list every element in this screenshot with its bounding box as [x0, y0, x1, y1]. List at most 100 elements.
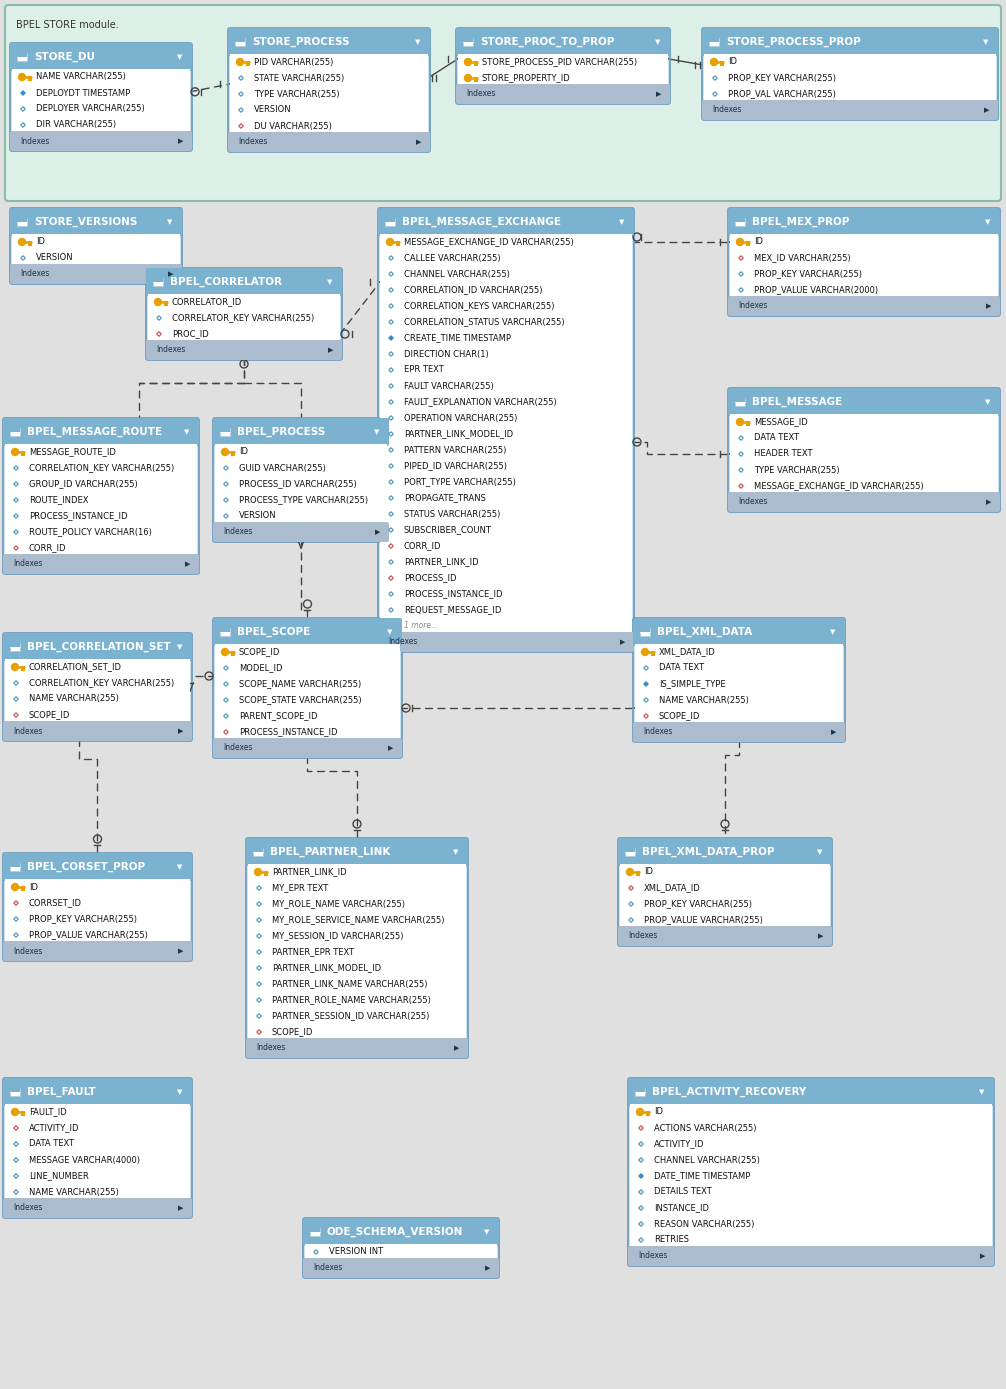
Text: CORRELATION_KEY VARCHAR(255): CORRELATION_KEY VARCHAR(255) — [29, 464, 174, 472]
Text: MEX_ID VARCHAR(255): MEX_ID VARCHAR(255) — [754, 254, 851, 263]
Text: Indexes: Indexes — [223, 743, 253, 753]
Bar — [215, 632, 400, 644]
FancyBboxPatch shape — [10, 43, 192, 151]
Text: 1 more...: 1 more... — [404, 621, 439, 631]
Text: DEPLOYDT TIMESTAMP: DEPLOYDT TIMESTAMP — [36, 89, 130, 97]
Text: FAULT_ID: FAULT_ID — [29, 1107, 66, 1117]
Bar — [620, 864, 830, 928]
FancyBboxPatch shape — [633, 722, 845, 742]
Bar — [215, 524, 387, 532]
FancyBboxPatch shape — [303, 1258, 499, 1278]
Text: ▶: ▶ — [168, 271, 173, 276]
Text: PARTNER_SESSION_ID VARCHAR(255): PARTNER_SESSION_ID VARCHAR(255) — [272, 1011, 430, 1021]
Text: PARTNER_LINK_MODEL_ID: PARTNER_LINK_MODEL_ID — [272, 964, 381, 972]
Text: ▶: ▶ — [178, 728, 183, 733]
Text: ▼: ▼ — [177, 864, 182, 870]
Text: BPEL_CORSET_PROP: BPEL_CORSET_PROP — [27, 861, 145, 872]
Bar — [730, 494, 998, 501]
Bar — [235, 38, 245, 46]
Bar — [730, 414, 998, 494]
Text: CHANNEL VARCHAR(255): CHANNEL VARCHAR(255) — [404, 269, 510, 279]
Text: INSTANCE_ID: INSTANCE_ID — [654, 1203, 709, 1213]
Text: MODEL_ID: MODEL_ID — [239, 664, 283, 672]
Bar — [215, 740, 400, 749]
FancyBboxPatch shape — [3, 1078, 192, 1106]
Bar — [730, 233, 998, 299]
Text: Indexes: Indexes — [466, 89, 495, 99]
Text: PARTNER_LINK_ID: PARTNER_LINK_ID — [404, 557, 479, 567]
Text: BPEL_XML_DATA: BPEL_XML_DATA — [657, 626, 752, 638]
Bar — [704, 54, 996, 101]
Text: CORRELATION_SET_ID: CORRELATION_SET_ID — [29, 663, 122, 671]
Text: ▶: ▶ — [185, 561, 190, 567]
Text: EPR TEXT: EPR TEXT — [404, 365, 444, 375]
FancyBboxPatch shape — [3, 1197, 192, 1218]
Bar — [248, 851, 466, 864]
Bar — [148, 282, 340, 294]
Text: SCOPE_STATE VARCHAR(255): SCOPE_STATE VARCHAR(255) — [239, 696, 361, 704]
Bar — [704, 101, 996, 110]
Text: Indexes: Indexes — [13, 946, 42, 956]
Bar — [5, 658, 190, 724]
Text: ROUTE_INDEX: ROUTE_INDEX — [29, 496, 89, 504]
Bar — [12, 222, 180, 233]
Text: ID: ID — [728, 57, 737, 67]
FancyBboxPatch shape — [378, 208, 634, 651]
Text: ▼: ▼ — [655, 39, 660, 44]
Text: SCOPE_NAME VARCHAR(255): SCOPE_NAME VARCHAR(255) — [239, 679, 361, 689]
Text: ▶: ▶ — [620, 639, 625, 644]
Circle shape — [710, 58, 717, 65]
Text: ID: ID — [644, 868, 653, 876]
Text: ▼: ▼ — [817, 849, 822, 856]
FancyBboxPatch shape — [246, 1038, 468, 1058]
Bar — [635, 1088, 645, 1096]
Text: ▶: ▶ — [178, 949, 183, 954]
FancyBboxPatch shape — [456, 83, 670, 104]
Bar — [625, 849, 635, 856]
Bar — [463, 38, 473, 42]
Text: BPEL STORE module.: BPEL STORE module. — [16, 19, 119, 31]
FancyBboxPatch shape — [10, 43, 192, 71]
Circle shape — [155, 299, 162, 306]
Bar — [12, 69, 190, 133]
FancyBboxPatch shape — [702, 100, 998, 119]
Text: FAULT VARCHAR(255): FAULT VARCHAR(255) — [404, 382, 494, 390]
Text: ROUTE_POLICY VARCHAR(16): ROUTE_POLICY VARCHAR(16) — [29, 528, 152, 536]
Circle shape — [255, 868, 262, 875]
Text: ▶: ▶ — [374, 529, 380, 535]
Text: CORR_ID: CORR_ID — [29, 543, 66, 553]
Bar — [380, 233, 632, 633]
Text: ▶: ▶ — [178, 1206, 183, 1211]
Bar — [709, 38, 719, 46]
Text: ID: ID — [654, 1107, 663, 1117]
Bar — [635, 644, 843, 724]
FancyBboxPatch shape — [3, 418, 199, 446]
Bar — [215, 644, 400, 740]
Bar — [10, 428, 20, 436]
FancyBboxPatch shape — [213, 418, 389, 446]
Text: ACTIVITY_ID: ACTIVITY_ID — [29, 1124, 79, 1132]
Text: PROP_KEY VARCHAR(255): PROP_KEY VARCHAR(255) — [644, 900, 752, 908]
FancyBboxPatch shape — [628, 1246, 994, 1265]
Bar — [630, 1092, 992, 1104]
FancyBboxPatch shape — [3, 418, 199, 574]
Text: ▼: ▼ — [177, 1089, 182, 1095]
FancyBboxPatch shape — [246, 838, 468, 1058]
Text: PROP_VALUE VARCHAR(2000): PROP_VALUE VARCHAR(2000) — [754, 286, 878, 294]
Text: MESSAGE VARCHAR(4000): MESSAGE VARCHAR(4000) — [29, 1156, 140, 1164]
Text: PROP_KEY VARCHAR(255): PROP_KEY VARCHAR(255) — [728, 74, 836, 82]
Text: ▶: ▶ — [485, 1265, 490, 1271]
FancyBboxPatch shape — [228, 132, 430, 151]
Bar — [709, 38, 719, 42]
Text: PARTNER_LINK_ID: PARTNER_LINK_ID — [272, 868, 347, 876]
Text: Indexes: Indexes — [638, 1251, 667, 1260]
Text: REASON VARCHAR(255): REASON VARCHAR(255) — [654, 1220, 754, 1228]
Text: Indexes: Indexes — [156, 346, 185, 354]
Text: ID: ID — [29, 882, 38, 892]
Bar — [620, 928, 830, 936]
Text: PROP_VALUE VARCHAR(255): PROP_VALUE VARCHAR(255) — [29, 931, 148, 939]
Bar — [153, 278, 163, 286]
Text: OPERATION VARCHAR(255): OPERATION VARCHAR(255) — [404, 414, 517, 422]
Bar — [17, 218, 27, 226]
Text: XML_DATA_ID: XML_DATA_ID — [659, 647, 715, 657]
